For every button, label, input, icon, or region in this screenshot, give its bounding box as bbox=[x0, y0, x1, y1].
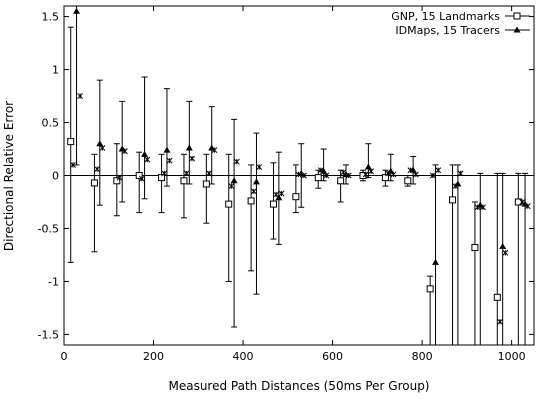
median-marker bbox=[121, 148, 128, 155]
median-marker bbox=[233, 158, 240, 165]
median-marker bbox=[429, 172, 436, 179]
legend-label-gnp: GNP, 15 Landmarks bbox=[391, 10, 500, 23]
gnp-point bbox=[202, 180, 210, 188]
error-bars bbox=[67, 5, 529, 346]
legend-marker-square bbox=[513, 12, 521, 20]
median-marker bbox=[295, 171, 302, 178]
median-marker bbox=[166, 157, 173, 164]
gnp-point bbox=[180, 177, 188, 185]
y-tick-label: 1 bbox=[52, 64, 59, 77]
gnp-point bbox=[337, 177, 345, 185]
idmaps-point bbox=[96, 140, 104, 147]
idmaps-point bbox=[342, 170, 350, 177]
median-marker bbox=[385, 170, 392, 177]
y-axis-label: Directional Relative Error bbox=[2, 101, 16, 251]
data-markers bbox=[67, 7, 531, 325]
gnp-point bbox=[67, 138, 75, 146]
median-marker bbox=[77, 93, 84, 100]
median-marker bbox=[362, 171, 369, 178]
median-marker bbox=[273, 191, 280, 198]
median-marker bbox=[474, 204, 481, 211]
gnp-point bbox=[514, 198, 522, 206]
gnp-point bbox=[269, 200, 277, 208]
y-tick-label: 0 bbox=[52, 170, 59, 183]
median-marker bbox=[161, 170, 168, 177]
gnp-point bbox=[90, 179, 98, 187]
median-marker bbox=[138, 175, 145, 182]
x-tick-label: 800 bbox=[412, 350, 433, 363]
median-marker bbox=[452, 183, 459, 190]
gnp-point bbox=[113, 177, 121, 185]
y-tick-label: 1.5 bbox=[42, 11, 60, 24]
median-marker bbox=[256, 164, 263, 170]
y-tick-label: -0.5 bbox=[38, 222, 59, 235]
gnp-point bbox=[314, 174, 322, 182]
x-tick-label: 400 bbox=[233, 350, 254, 363]
x-tick-label: 1000 bbox=[498, 350, 526, 363]
median-marker bbox=[183, 170, 190, 177]
median-marker bbox=[144, 156, 151, 163]
gnp-point bbox=[225, 200, 233, 208]
median-marker bbox=[211, 147, 218, 154]
median-marker bbox=[368, 168, 375, 175]
idmaps-point bbox=[499, 242, 507, 249]
idmaps-point bbox=[230, 177, 238, 184]
idmaps-point bbox=[432, 258, 440, 265]
idmaps-point bbox=[320, 167, 328, 174]
median-marker bbox=[323, 172, 330, 179]
gnp-point bbox=[135, 172, 143, 179]
idmaps-point bbox=[141, 150, 149, 157]
median-marker bbox=[497, 318, 503, 325]
gnp-point bbox=[449, 196, 457, 204]
idmaps-point bbox=[185, 144, 193, 151]
legend-marker-triangle bbox=[513, 26, 521, 33]
gnp-point bbox=[471, 244, 479, 252]
median-marker bbox=[502, 249, 509, 256]
gnp-point bbox=[493, 293, 501, 301]
median-marker bbox=[345, 172, 352, 179]
median-marker bbox=[278, 190, 285, 197]
gnp-point bbox=[404, 177, 412, 185]
idmaps-point bbox=[364, 163, 372, 170]
median-marker bbox=[435, 167, 442, 174]
legend: GNP, 15 Landmarks IDMaps, 15 Tracers bbox=[391, 10, 530, 37]
y-tick-label: -1.5 bbox=[38, 328, 59, 341]
gnp-point bbox=[292, 193, 300, 201]
median-marker bbox=[69, 161, 76, 168]
idmaps-point bbox=[163, 146, 171, 153]
axis-ticks: 0 200 400 600 800 1000 -1.5 -1 -0.5 0 0.5 1 1.5 bbox=[38, 6, 534, 363]
median-marker bbox=[206, 170, 212, 177]
median-marker bbox=[99, 145, 106, 151]
median-marker bbox=[228, 183, 235, 190]
median-marker bbox=[94, 166, 101, 173]
median-marker bbox=[189, 155, 195, 162]
x-axis-label: Measured Path Distances (50ms Per Group) bbox=[168, 379, 429, 393]
median-marker bbox=[524, 203, 531, 210]
y-tick-label: -1 bbox=[48, 275, 59, 288]
idmaps-point bbox=[73, 7, 81, 14]
median-marker bbox=[480, 204, 486, 211]
legend-label-idmaps: IDMaps, 15 Tracers bbox=[395, 24, 500, 37]
x-tick-label: 0 bbox=[61, 350, 68, 363]
idmaps-point bbox=[252, 178, 260, 185]
median-marker bbox=[519, 199, 526, 205]
median-marker bbox=[317, 167, 324, 174]
median-marker bbox=[407, 167, 414, 174]
idmaps-point bbox=[275, 194, 283, 201]
median-marker bbox=[390, 171, 397, 178]
median-marker bbox=[116, 174, 123, 181]
gnp-point bbox=[426, 285, 434, 293]
median-marker bbox=[250, 188, 257, 195]
x-tick-label: 600 bbox=[322, 350, 343, 363]
gnp-point bbox=[381, 174, 389, 182]
x-tick-label: 200 bbox=[143, 350, 164, 363]
median-marker bbox=[457, 170, 464, 177]
gnp-point bbox=[158, 174, 166, 182]
y-tick-label: 0.5 bbox=[42, 117, 60, 130]
median-marker bbox=[412, 171, 419, 178]
median-marker bbox=[340, 169, 347, 176]
median-marker bbox=[300, 172, 307, 179]
gnp-point bbox=[247, 197, 255, 205]
